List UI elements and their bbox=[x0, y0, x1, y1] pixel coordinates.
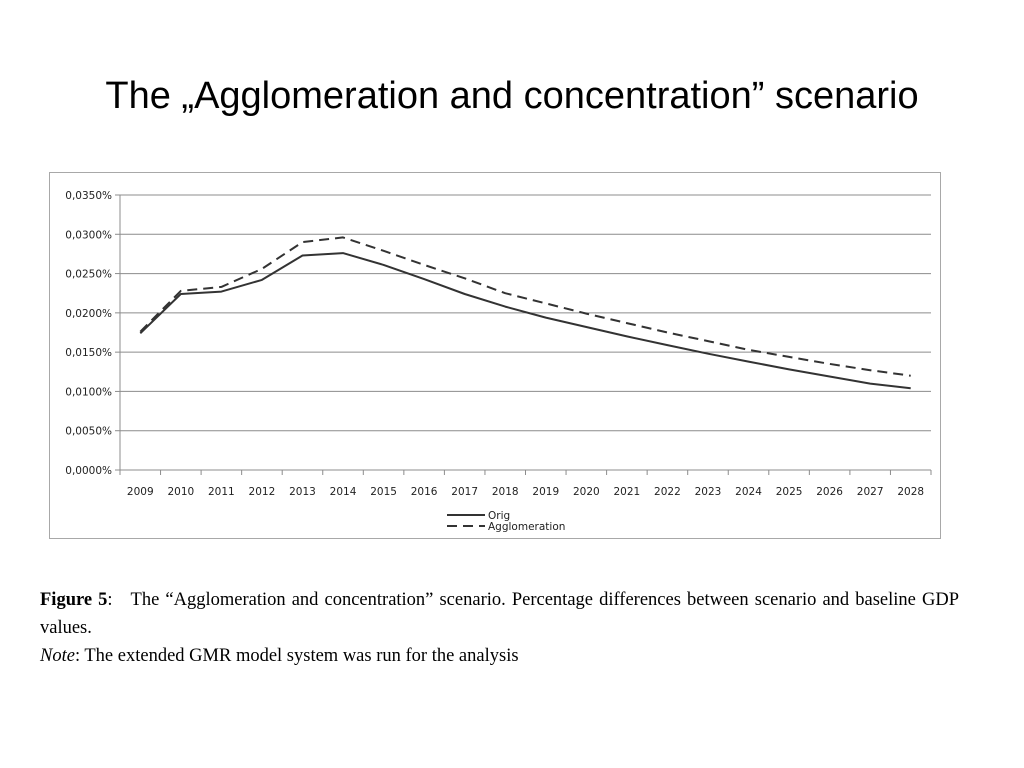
legend-label: Agglomeration bbox=[488, 521, 565, 533]
x-tick-label: 2010 bbox=[167, 486, 194, 498]
x-tick-label: 2023 bbox=[695, 486, 722, 498]
figure-separator: : bbox=[107, 590, 113, 610]
line-chart: 0,0000% 0,0050% 0,0100% 0,0150% 0,0200% 0,025… bbox=[49, 172, 941, 539]
figure-label: Figure 5 bbox=[40, 590, 108, 610]
x-tick-label: 2014 bbox=[330, 486, 357, 498]
x-tick-label: 2011 bbox=[208, 486, 235, 498]
y-tick-label: 0,0200% bbox=[65, 308, 112, 320]
x-tick-label: 2016 bbox=[411, 486, 438, 498]
x-tick-label: 2027 bbox=[857, 486, 884, 498]
y-tick-label: 0,0350% bbox=[65, 190, 112, 202]
x-tick-label: 2026 bbox=[816, 486, 843, 498]
x-tick-label: 2009 bbox=[127, 486, 154, 498]
note-label: Note bbox=[40, 646, 75, 666]
series-line-agglomeration bbox=[139, 236, 911, 377]
y-tick-label: 0,0000% bbox=[65, 465, 112, 477]
x-tick-label: 2015 bbox=[370, 486, 397, 498]
x-tick-label: 2024 bbox=[735, 486, 762, 498]
x-tick-label: 2018 bbox=[492, 486, 519, 498]
x-tick-label: 2017 bbox=[451, 486, 478, 498]
x-tick-label: 2022 bbox=[654, 486, 681, 498]
x-tick-label: 2028 bbox=[897, 486, 924, 498]
legend-label: Orig bbox=[488, 510, 510, 522]
y-tick-label: 0,0050% bbox=[65, 426, 112, 438]
x-tick-label: 2025 bbox=[776, 486, 803, 498]
slide-title: The „Agglomeration and concentration” sc… bbox=[105, 75, 919, 117]
note-text: : The extended GMR model system was run … bbox=[74, 646, 519, 666]
x-tick-label: 2012 bbox=[249, 486, 276, 498]
y-tick-label: 0,0100% bbox=[65, 386, 112, 398]
x-tick-label: 2020 bbox=[573, 486, 600, 498]
x-tick-label: 2019 bbox=[532, 486, 559, 498]
series-line-orig bbox=[139, 252, 911, 390]
x-tick-label: 2021 bbox=[614, 486, 641, 498]
x-tick-label: 2013 bbox=[289, 486, 316, 498]
chart-svg: 0,0000% 0,0050% 0,0100% 0,0150% 0,0200% 0,025… bbox=[65, 190, 932, 533]
y-tick-label: 0,0150% bbox=[65, 347, 112, 359]
figure-text: The “Agglomeration and concentration” sc… bbox=[40, 590, 959, 638]
figure-caption: Figure 5: The “Agglomeration and concent… bbox=[40, 586, 959, 670]
y-tick-label: 0,0300% bbox=[65, 229, 112, 241]
y-tick-label: 0,0250% bbox=[65, 269, 112, 281]
